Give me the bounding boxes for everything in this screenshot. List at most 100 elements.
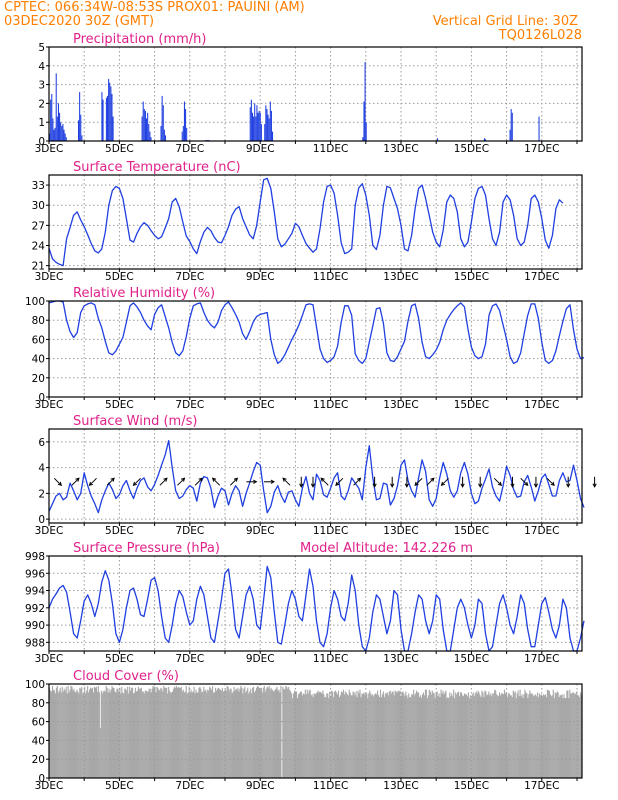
- cloud-cover-bar: [521, 694, 523, 778]
- y-tick-label: 4: [38, 463, 45, 475]
- cloud-cover-bar: [535, 694, 537, 778]
- cloud-cover-bar: [316, 692, 318, 778]
- wind-arrow-head: [430, 477, 435, 482]
- cloud-cover-bar: [200, 688, 202, 778]
- cloud-cover-bar: [229, 688, 231, 778]
- wind-arrow: [414, 477, 423, 487]
- wind-arrow: [533, 476, 539, 488]
- wind-arrow-head: [75, 477, 80, 482]
- precipitation-bar: [61, 125, 63, 141]
- cloud-cover-bar: [86, 690, 88, 778]
- cloud-cover-bar: [295, 691, 298, 778]
- cloud-cover-bar: [488, 691, 490, 778]
- cloud-cover-bar: [87, 685, 89, 778]
- cloud-cover-bar: [383, 697, 385, 778]
- y-tick-label: 994: [25, 586, 45, 598]
- precipitation-bar: [60, 122, 62, 141]
- y-tick-label: 3: [38, 80, 45, 92]
- cloud-cover-bar: [459, 692, 462, 778]
- cloud-cover-bar: [501, 693, 504, 778]
- cloud-cover-bar: [352, 691, 354, 778]
- cloud-cover-bar: [361, 693, 363, 778]
- precipitation-bar: [160, 125, 162, 141]
- cloud-cover-bar: [142, 691, 144, 778]
- cloud-cover-bar: [203, 686, 205, 778]
- cloud-cover-bar: [175, 685, 178, 778]
- cloud-cover-bar: [509, 695, 511, 778]
- cloud-cover-bar: [344, 691, 346, 778]
- cloud-cover-bar: [134, 687, 137, 778]
- cloud-cover-bar: [545, 697, 548, 778]
- cloud-cover-bar: [140, 687, 142, 778]
- cloud-cover-bar: [391, 691, 393, 778]
- panel-frame: [48, 555, 583, 652]
- x-tick-label: 17DEC: [524, 780, 559, 792]
- cloud-cover-bar: [395, 691, 397, 778]
- cloud-cover-bar: [78, 693, 80, 778]
- cloud-cover-bar: [208, 690, 210, 778]
- cloud-cover-bar: [462, 696, 465, 778]
- cloud-cover-bar: [436, 691, 438, 778]
- cloud-cover-bar: [272, 690, 274, 778]
- cloud-cover-bar: [402, 691, 404, 778]
- cloud-cover-bar: [562, 698, 564, 778]
- cloud-cover-bar: [410, 697, 412, 778]
- precipitation-bar: [147, 112, 149, 141]
- header-date: 03DEC2020 30Z (GMT): [4, 14, 155, 29]
- cloud-cover-bar: [362, 694, 364, 778]
- cloud-cover-bar: [249, 691, 251, 778]
- y-tick-label: 80: [32, 315, 45, 327]
- panel-5: [46, 555, 585, 654]
- cloud-cover-bar: [111, 685, 113, 778]
- precipitation-bar: [253, 116, 255, 141]
- cloud-cover-bar: [419, 695, 422, 778]
- cloud-cover-bar: [434, 698, 436, 778]
- cloud-cover-bar: [288, 686, 290, 778]
- cloud-cover-bar: [336, 694, 339, 778]
- cloud-cover-bar: [166, 687, 168, 778]
- cloud-cover-bar: [384, 693, 386, 778]
- cloud-cover-bar: [70, 685, 72, 778]
- cloud-cover-bar: [49, 690, 52, 778]
- cloud-cover-bar: [251, 693, 253, 778]
- x-tick-label: 17DEC: [524, 143, 559, 155]
- cloud-cover-bar: [577, 695, 579, 778]
- series-line: [48, 565, 585, 652]
- cloud-cover-bar: [385, 693, 387, 778]
- precipitation-bar: [183, 101, 185, 141]
- cloud-cover-bar: [169, 690, 171, 778]
- cloud-cover-bar: [520, 696, 522, 778]
- x-tick-label: 9DEC: [246, 143, 275, 155]
- panel-6: [46, 683, 583, 781]
- cloud-cover-bar: [565, 698, 567, 778]
- precipitation-bar: [51, 94, 53, 141]
- wind-arrow: [310, 476, 316, 488]
- precipitation-bar: [256, 105, 258, 141]
- cloud-cover-bar: [369, 690, 371, 778]
- y-tick-label: 988: [25, 637, 45, 649]
- precipitation-bar: [363, 101, 365, 141]
- cloud-cover-bar: [372, 694, 374, 778]
- cloud-cover-bar: [527, 698, 529, 778]
- cloud-cover-bar: [399, 690, 401, 778]
- cloud-cover-bar: [182, 689, 184, 778]
- cloud-cover-bar: [183, 692, 185, 778]
- wind-arrow-shaft: [493, 477, 502, 486]
- cloud-cover-bar: [475, 691, 477, 778]
- cloud-cover-bar: [411, 694, 413, 778]
- cloud-cover-bar: [465, 694, 467, 778]
- cloud-cover-bar: [474, 693, 476, 778]
- wind-arrow-head: [181, 477, 186, 482]
- cloud-cover-bar: [196, 692, 198, 778]
- cloud-cover-bar: [259, 689, 261, 778]
- cloud-cover-bar: [480, 697, 482, 778]
- cloud-cover-bar: [430, 694, 432, 778]
- cloud-cover-bar: [490, 693, 492, 778]
- cloud-cover-bar: [431, 690, 433, 778]
- cloud-cover-bar: [492, 693, 494, 778]
- y-tick-label: 24: [32, 241, 46, 253]
- precipitation-bar: [55, 73, 57, 141]
- cloud-cover-bar: [348, 689, 350, 778]
- cloud-cover-bar: [351, 695, 353, 778]
- cloud-cover-bar: [312, 697, 314, 778]
